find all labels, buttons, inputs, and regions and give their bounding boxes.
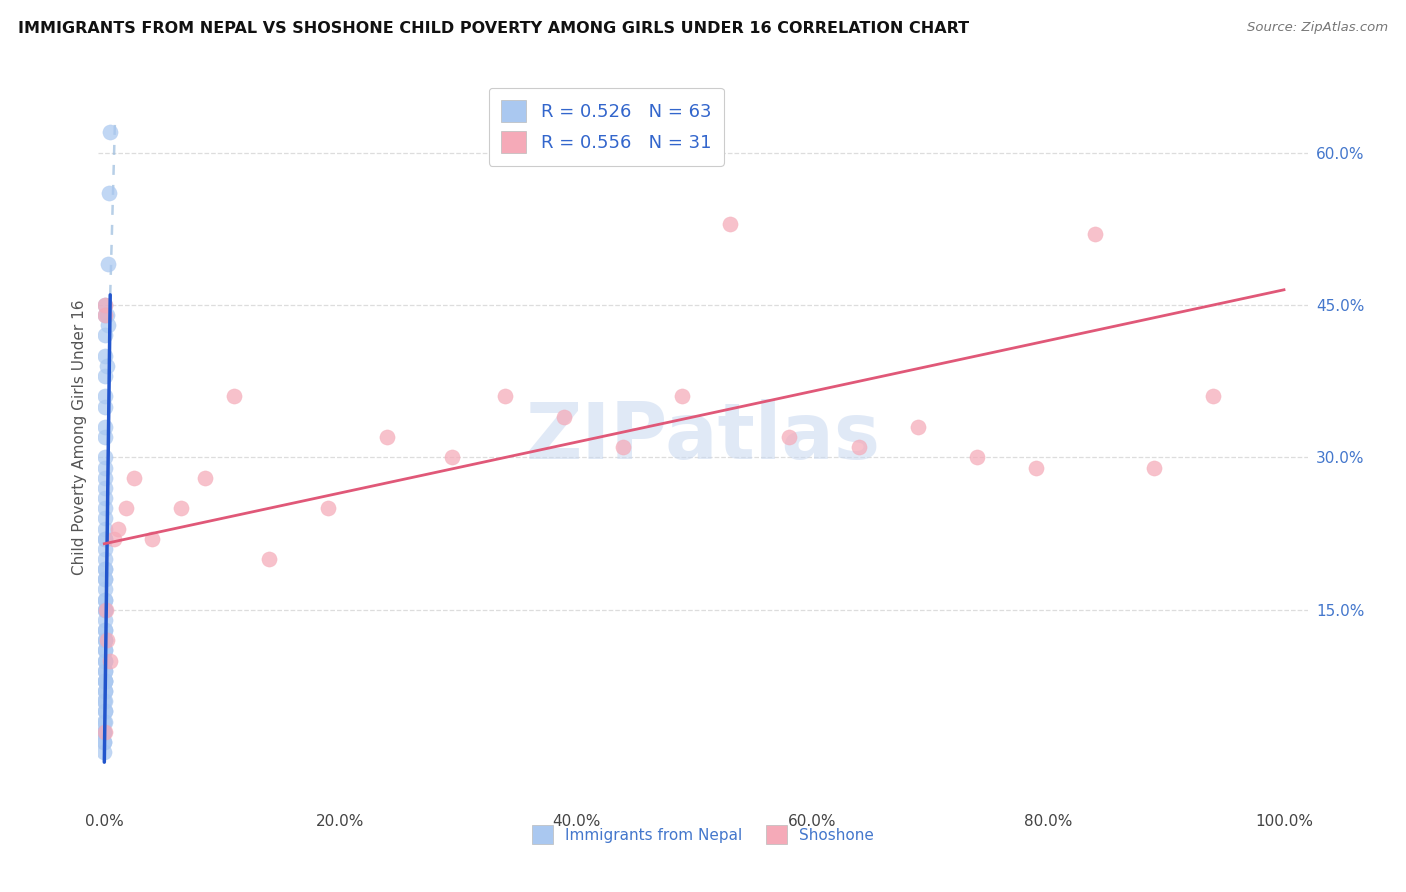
Point — [94, 673, 117, 688]
Point — [93, 694, 115, 708]
Point — [94, 664, 117, 678]
Point — [98, 654, 121, 668]
Text: ZIPatlas: ZIPatlas — [526, 399, 880, 475]
Point — [94, 633, 117, 648]
Point — [94, 491, 117, 505]
Point — [94, 592, 117, 607]
Point — [94, 552, 117, 566]
Point — [94, 643, 117, 657]
Point — [96, 359, 118, 373]
Point — [93, 654, 115, 668]
Point — [93, 714, 115, 729]
Point — [93, 694, 115, 708]
Point — [93, 450, 115, 465]
Legend: Immigrants from Nepal, Shoshone: Immigrants from Nepal, Shoshone — [526, 819, 880, 850]
Point — [1025, 460, 1047, 475]
Point — [377, 430, 399, 444]
Point — [97, 318, 120, 333]
Point — [93, 501, 115, 516]
Point — [96, 633, 118, 648]
Point — [94, 298, 117, 312]
Point — [94, 532, 117, 546]
Point — [94, 471, 117, 485]
Point — [93, 705, 115, 719]
Point — [93, 724, 115, 739]
Point — [93, 735, 115, 749]
Point — [94, 592, 117, 607]
Point — [94, 582, 117, 597]
Point — [94, 562, 117, 576]
Point — [718, 217, 741, 231]
Point — [94, 603, 117, 617]
Point — [441, 450, 464, 465]
Point — [93, 532, 115, 546]
Point — [93, 603, 115, 617]
Point — [1202, 389, 1225, 403]
Point — [93, 643, 115, 657]
Point — [93, 724, 115, 739]
Point — [222, 389, 245, 403]
Point — [93, 562, 115, 576]
Point — [94, 308, 117, 322]
Point — [93, 714, 115, 729]
Point — [93, 724, 115, 739]
Point — [103, 532, 125, 546]
Point — [93, 684, 115, 698]
Y-axis label: Child Poverty Among Girls Under 16: Child Poverty Among Girls Under 16 — [72, 300, 87, 574]
Point — [778, 430, 800, 444]
Point — [94, 603, 117, 617]
Point — [494, 389, 516, 403]
Point — [98, 186, 121, 201]
Point — [94, 420, 117, 434]
Point — [93, 633, 115, 648]
Point — [93, 735, 115, 749]
Point — [94, 654, 117, 668]
Text: Source: ZipAtlas.com: Source: ZipAtlas.com — [1247, 21, 1388, 35]
Point — [94, 541, 117, 556]
Point — [94, 511, 117, 525]
Point — [114, 501, 136, 516]
Point — [848, 440, 870, 454]
Point — [94, 572, 117, 586]
Point — [93, 705, 115, 719]
Text: IMMIGRANTS FROM NEPAL VS SHOSHONE CHILD POVERTY AMONG GIRLS UNDER 16 CORRELATION: IMMIGRANTS FROM NEPAL VS SHOSHONE CHILD … — [18, 21, 969, 37]
Point — [1143, 460, 1166, 475]
Point — [93, 673, 115, 688]
Point — [107, 521, 129, 535]
Point — [94, 328, 117, 343]
Point — [907, 420, 929, 434]
Point — [94, 400, 117, 414]
Point — [553, 409, 575, 424]
Point — [318, 501, 340, 516]
Point — [94, 572, 117, 586]
Point — [94, 460, 117, 475]
Point — [94, 684, 117, 698]
Point — [671, 389, 693, 403]
Point — [612, 440, 634, 454]
Point — [94, 298, 117, 312]
Point — [141, 532, 163, 546]
Point — [94, 521, 117, 535]
Point — [93, 664, 115, 678]
Point — [94, 389, 117, 403]
Point — [94, 308, 117, 322]
Point — [94, 369, 117, 384]
Point — [94, 623, 117, 637]
Point — [966, 450, 988, 465]
Point — [97, 257, 120, 271]
Point — [98, 125, 121, 139]
Point — [94, 613, 117, 627]
Point — [94, 349, 117, 363]
Point — [96, 308, 118, 322]
Point — [94, 481, 117, 495]
Point — [93, 430, 115, 444]
Point — [170, 501, 193, 516]
Point — [93, 623, 115, 637]
Point — [93, 673, 115, 688]
Point — [1084, 227, 1107, 241]
Point — [93, 745, 115, 759]
Point — [122, 471, 145, 485]
Point — [259, 552, 281, 566]
Point — [194, 471, 217, 485]
